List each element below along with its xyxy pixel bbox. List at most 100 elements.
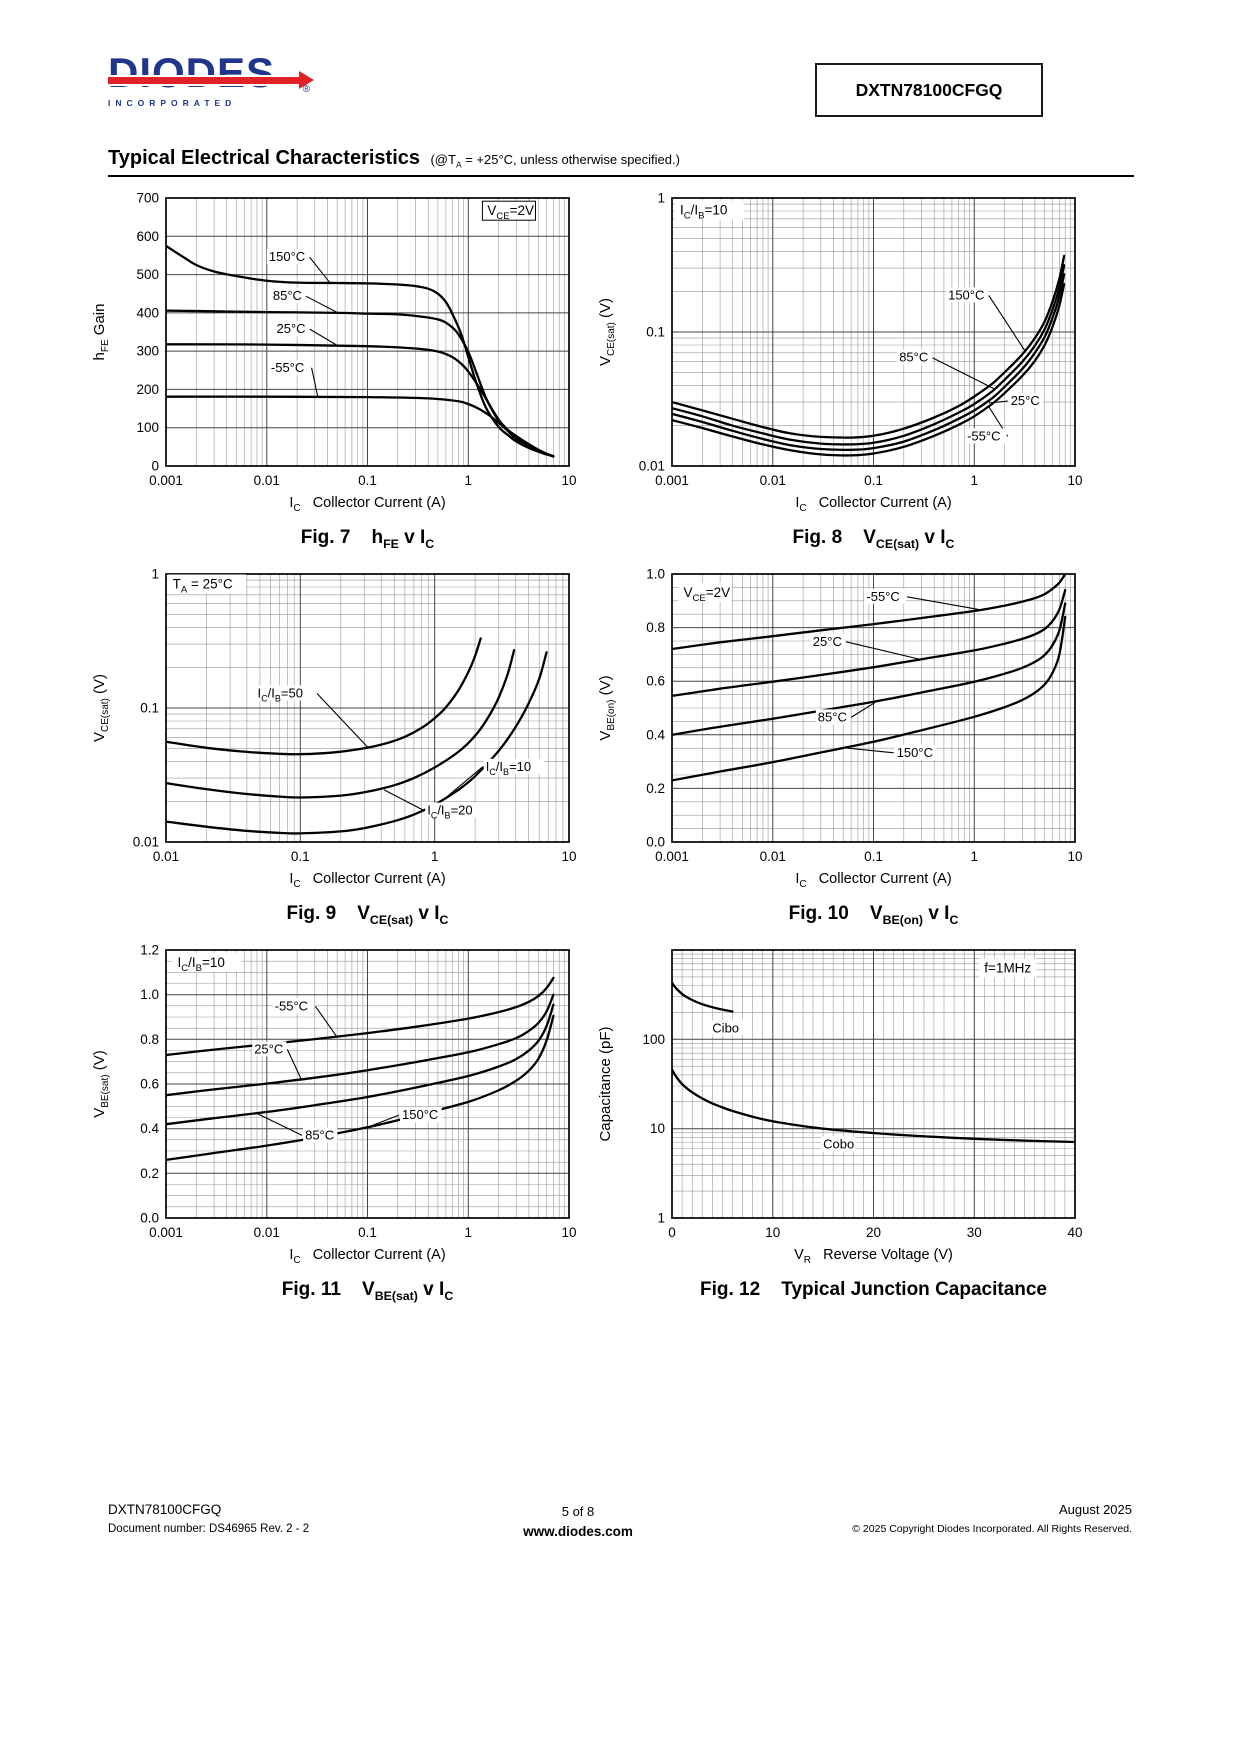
figure-9-caption: Fig. 9 VCE(sat) v IC [286,903,449,927]
axis-ticks: 0 10 20 30 40 1 10 100 [642,1032,1082,1240]
callouts: 150°C 85°C 25°C -55°C IC/IB=10 [675,200,1043,444]
x-axis-title: IC Collector Current (A) [795,871,951,890]
x-axis-title: VR Reverse Voltage (V) [794,1247,953,1266]
curve-150C [166,1014,555,1162]
x-tick-label: 30 [967,1225,982,1240]
logo-wordmark: DIODES [108,49,276,96]
curve-25C [672,273,1066,452]
curve-Cibo [672,981,734,1013]
y-axis-title: Capacitance (pF) [597,1026,614,1141]
curve-label: Cibo [712,1020,739,1035]
x-tick-label: 0.01 [254,1225,280,1240]
axis-ticks: 0.001 0.01 0.1 1 10 0.0 0.2 0.4 0.6 0.8 1.0 1.2 [140,943,576,1241]
fig11-svg: -55°C 25°C 85°C 150°C IC/IB=10 0.001 0.01 0.1 1 1… [84,938,582,1272]
footer-copyright: © 2025 Copyright Diodes Incorporated. Al… [852,1522,1132,1535]
curve-label: Cobo [823,1137,854,1152]
plot-annotation: TA = 25°C [173,577,233,596]
curve-label: 25°C [813,634,842,649]
y-tick-label: 100 [642,1032,665,1047]
y-axis-title: hFE Gain [91,304,111,361]
callouts: 150°C 85°C 25°C -55°C VCE=2V [266,200,536,397]
footer-left: DXTN78100CFGQ Document number: DS46965 R… [108,1500,309,1539]
figure-9-cell: IC/IB=50 IC/IB=10 IC/IB=20 TA = 25°C 0.01 0.1… [84,562,582,929]
curve-IC/IB=10 [166,651,548,835]
figure-11-cell: -55°C 25°C 85°C 150°C IC/IB=10 0.001 0.01 0.1 1 1… [84,938,582,1305]
figure-8-cell: 150°C 85°C 25°C -55°C IC/IB=10 0.001 0.01 0.1 1 1… [590,186,1088,553]
curve-label: 85°C [273,288,302,303]
figure-9-plot: IC/IB=50 IC/IB=10 IC/IB=20 TA = 25°C 0.01 0.1… [84,562,582,901]
curve-label: 150°C [269,249,305,264]
plot-border [671,197,1076,467]
footer-right: August 2025 © 2025 Copyright Diodes Inco… [852,1500,1132,1538]
figure-8-caption: Fig. 8 VCE(sat) v IC [792,527,955,551]
x-tick-label: 0.001 [655,849,689,864]
charts-grid: 150°C 85°C 25°C -55°C VCE=2V 0.001 0.01 0.1 1 10 0… [84,186,1088,1305]
figure-7-plot: 150°C 85°C 25°C -55°C VCE=2V 0.001 0.01 0.1 1 10 0… [84,186,582,525]
x-tick-label: 0.1 [358,1225,377,1240]
y-tick-label: 0.2 [140,1166,159,1181]
y-tick-label: 1 [657,1211,665,1226]
y-tick-label: 200 [136,382,159,397]
y-tick-label: 0.0 [140,1211,159,1226]
y-tick-label: 1.0 [646,567,665,582]
y-tick-label: 10 [650,1121,665,1136]
y-tick-label: 1.2 [140,943,159,958]
curve-150C [672,615,1067,782]
curve-Cobo [672,1068,1075,1144]
x-tick-label: 1 [971,473,979,488]
x-tick-label: 0.1 [864,473,883,488]
axis-ticks: 0.001 0.01 0.1 1 10 0.0 0.2 0.4 0.6 0.8 1.0 [646,567,1082,865]
callouts: IC/IB=50 IC/IB=10 IC/IB=20 TA = 25°C [167,574,545,821]
y-tick-label: 0.0 [646,835,665,850]
callouts: -55°C 25°C 85°C 150°C VCE=2V [678,582,979,760]
curve--55C [672,282,1066,457]
figure-11-caption: Fig. 11 VBE(sat) v IC [281,1279,454,1303]
plot-border [671,573,1076,843]
figure-10-plot: -55°C 25°C 85°C 150°C VCE=2V 0.001 0.01 0.1 1 10 0… [590,562,1088,901]
plot-annotation: f=1MHz [984,961,1031,976]
curve-label: IC/IB=50 [258,685,303,703]
y-tick-label: 100 [136,420,159,435]
x-tick-label: 0.001 [149,473,183,488]
logo-incorporated-text: INCORPORATED [108,98,237,108]
fig12-svg: Cibo Cobo f=1MHz 0 10 20 30 40 1 10 100 VR Reverse … [590,938,1088,1272]
x-tick-label: 10 [561,473,576,488]
curve-label: 150°C [948,287,984,302]
x-tick-label: 0.1 [291,849,310,864]
curves [166,976,555,1162]
x-tick-label: 0.1 [358,473,377,488]
y-tick-label: 1 [151,567,159,582]
x-tick-label: 0.001 [149,1225,183,1240]
curve-85C [166,1003,555,1126]
grid [671,574,1076,842]
callouts: Cibo Cobo f=1MHz [710,958,1037,1152]
x-tick-label: 0.01 [760,849,786,864]
y-tick-label: 0.6 [646,674,665,689]
y-tick-label: 0 [151,459,159,474]
x-tick-label: 20 [866,1225,881,1240]
y-tick-label: 0.4 [140,1121,159,1136]
curve-label: 25°C [1011,393,1040,408]
x-tick-label: 10 [1067,473,1082,488]
footer-website-link[interactable]: www.diodes.com [523,1523,633,1539]
fig8-svg: 150°C85°C25°C-55°CIC/IB=100.001 0.01 0.1 1 1… [590,186,1088,520]
figure-10-caption: Fig. 10 VBE(on) v IC [788,903,959,927]
figure-12-caption: Fig. 12 Typical Junction Capacitance [699,1279,1048,1300]
x-tick-label: 1 [465,473,473,488]
y-tick-label: 0.1 [646,325,665,340]
x-axis-title: IC Collector Current (A) [289,495,445,514]
curve-85C [672,602,1067,736]
curve-label: 150°C [897,745,933,760]
x-tick-label: 10 [561,1225,576,1240]
section-subtitle: (@TA = +25°C, unless otherwise specified… [430,152,680,170]
logo-arrow-icon [108,71,314,89]
axis-ticks: 0.01 0.1 1 10 0.01 0.1 1 [133,567,577,865]
footer-center: 5 of 8 www.diodes.com [108,1502,1048,1542]
curves [166,637,548,835]
x-tick-label: 0.001 [655,473,689,488]
figure-11-plot: -55°C 25°C 85°C 150°C IC/IB=10 0.001 0.01 0.1 1 1… [84,938,582,1277]
curve-25C [672,588,1067,698]
